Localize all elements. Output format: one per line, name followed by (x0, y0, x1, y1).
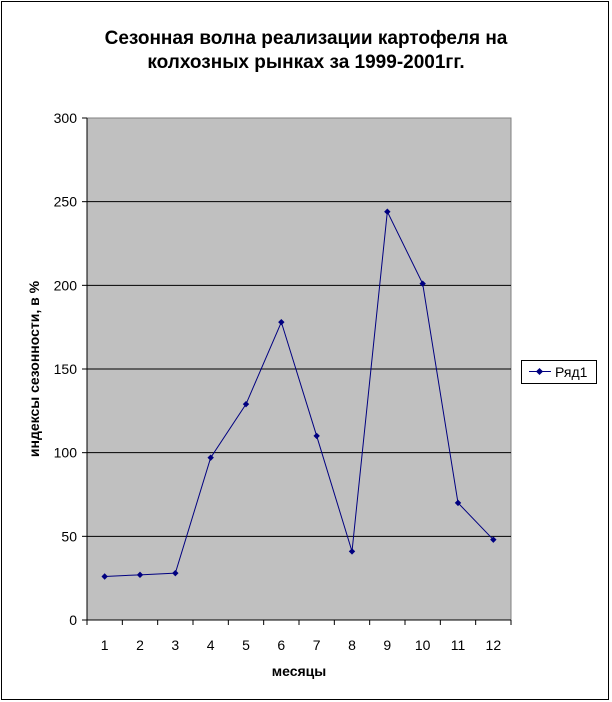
data-point-marker (348, 548, 356, 555)
legend-diamond-marker-icon (535, 367, 544, 376)
x-tick-label: 4 (207, 637, 215, 653)
x-tick-label: 3 (171, 637, 179, 653)
legend: Ряд1 (521, 360, 597, 384)
data-point-marker (136, 571, 144, 579)
data-point-marker (419, 280, 426, 287)
data-point-marker (101, 573, 108, 580)
chart-title-line-2: колхозных рынках за 1999-2001гг. (147, 52, 465, 73)
x-tick-label: 8 (348, 637, 356, 653)
data-point-marker (313, 432, 320, 440)
data-point-marker (454, 499, 462, 507)
x-tick-label: 9 (383, 637, 391, 653)
x-tick-label: 11 (451, 637, 466, 653)
series-line (104, 209, 494, 577)
y-tick-label: 300 (54, 110, 78, 126)
y-tick-label: 50 (61, 528, 77, 544)
x-tick-label: 7 (313, 637, 321, 653)
data-point-marker (242, 400, 250, 408)
y-tick-label: 0 (69, 612, 77, 628)
y-tick-label: 200 (54, 277, 78, 293)
y-tick-label: 250 (54, 194, 78, 210)
x-tick-label: 10 (415, 637, 431, 653)
x-axis-title: месяцы (272, 663, 326, 679)
data-point-marker (278, 318, 285, 326)
data-point-marker (172, 569, 179, 577)
data-point-marker (384, 208, 391, 215)
data-point-marker (207, 454, 214, 461)
x-tick-label: 2 (136, 637, 144, 653)
y-tick-label: 100 (54, 445, 78, 461)
chart-title-line-1: Сезонная волна реализации картофеля на (104, 28, 508, 49)
x-tick-label: 1 (101, 637, 109, 653)
x-tick-label: 6 (277, 637, 285, 653)
y-tick-label: 150 (54, 361, 78, 377)
data-point-marker (490, 536, 497, 543)
y-axis-title: индексы сезонности, в % (26, 280, 42, 457)
chart-title: Сезонная волна реализации картофеля на к… (0, 27, 612, 75)
x-tick-label: 5 (242, 637, 250, 653)
legend-label: Ряд1 (555, 364, 588, 380)
x-tick-label: 12 (486, 637, 502, 653)
